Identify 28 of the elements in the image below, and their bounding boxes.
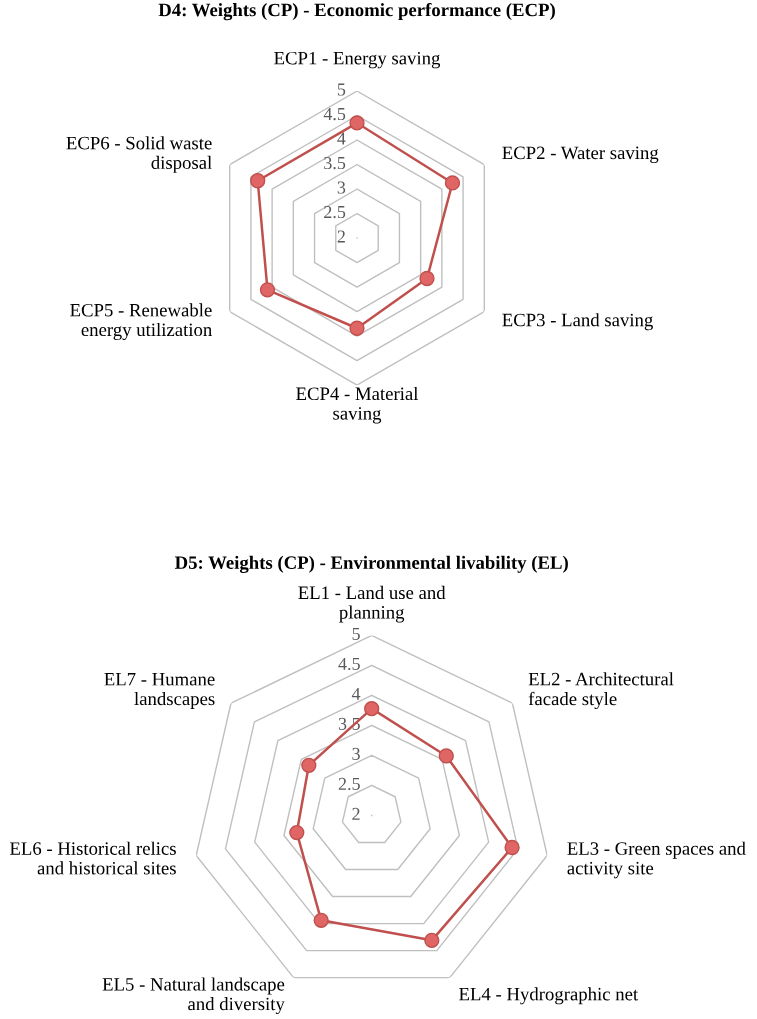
y-tick-label: 3 [352, 747, 360, 760]
y-tick-label: 2.5 [338, 777, 360, 791]
y-tick-label: 4 [337, 132, 346, 145]
spoke-label: EL7 - Humane landscapes [104, 673, 215, 709]
spoke-label: EL1 - Land use and planning [298, 585, 446, 623]
y-tick-label: 4 [351, 687, 361, 700]
y-tick-label: 5 [337, 83, 346, 96]
spoke-label: ECP4 - Material saving [296, 386, 419, 424]
spoke-label: EL4 - Hydrographic net [459, 987, 639, 1005]
spoke-label: ECP3 - Land saving [502, 313, 653, 331]
spoke-label: ECP2 - Water saving [502, 146, 659, 164]
spoke-label: EL6 - Historical relics and historical sites [9, 841, 176, 875]
chart-title: D5: Weights (CP) - Environmental livability (EL) [174, 555, 568, 573]
spoke-label: EL2 - Architectural facade style [528, 672, 674, 710]
y-tick-label: 2 [352, 807, 360, 820]
spoke-label: EL3 - Green spaces and activity site [567, 841, 746, 879]
spoke-label: ECP5 - Renewable energy utilization [70, 303, 212, 340]
y-tick-label: 4.5 [323, 108, 346, 121]
spoke-label: EL5 - Natural landscape and diversity [102, 977, 285, 1015]
y-tick-label: 3 [337, 181, 346, 194]
y-tick-label: 4.5 [338, 657, 360, 671]
y-tick-label: 5 [352, 627, 360, 640]
y-tick-label: 3.5 [324, 156, 346, 170]
chart-title: D4: Weights (CP) - Economic performance (ECP) [158, 2, 555, 21]
spoke-label: ECP1 - Energy saving [274, 51, 441, 69]
y-tick-label: 2 [337, 230, 345, 243]
spoke-label: ECP6 - Solid waste disposal [66, 136, 212, 173]
y-tick-label: 2.5 [324, 205, 346, 219]
